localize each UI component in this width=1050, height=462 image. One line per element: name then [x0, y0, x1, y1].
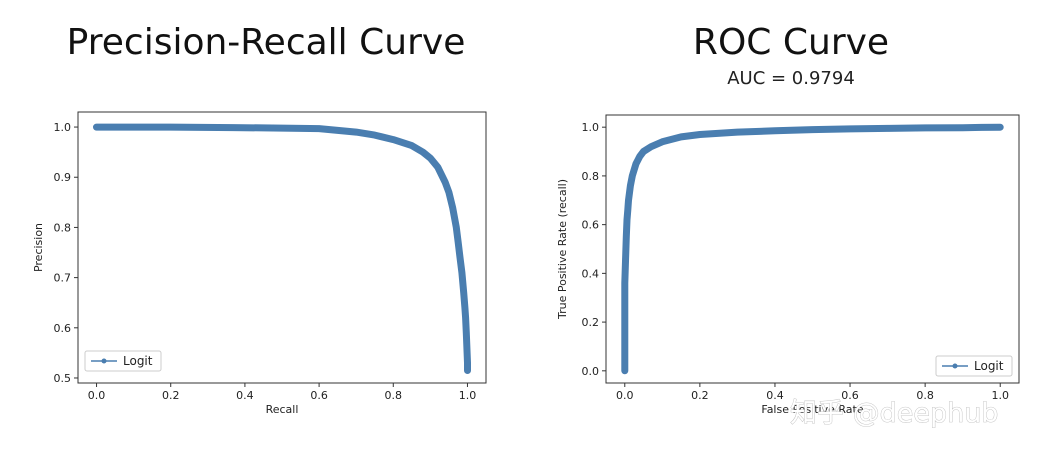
pr-data-point: [446, 189, 452, 196]
roc-x-tick-label: 0.6: [841, 389, 859, 402]
pr-data-point: [427, 155, 434, 161]
pr-x-tick-label: 0.4: [236, 389, 254, 402]
roc-data-point: [772, 128, 778, 134]
roc-data-point: [633, 160, 639, 167]
roc-data-point: [623, 234, 630, 240]
roc-y-tick-label: 0.8: [582, 170, 600, 183]
roc-data-point: [640, 148, 647, 155]
roc-data-point: [659, 139, 666, 145]
roc-y-tick-label: 0.6: [582, 219, 600, 232]
pr-data-point: [462, 314, 469, 321]
pr-data-point: [442, 179, 449, 186]
pr-data-point: [464, 350, 470, 356]
roc-data-point: [809, 126, 816, 133]
roc-x-tick-label: 0.8: [916, 389, 934, 402]
roc-y-tick-label: 0.4: [582, 267, 600, 280]
pr-data-point: [353, 129, 359, 135]
pr-y-tick-label: 0.8: [54, 221, 72, 234]
pr-series-line: [93, 123, 471, 374]
roc-data-point: [629, 173, 636, 179]
pr-x-tick-label: 0.0: [88, 389, 106, 402]
pr-data-point: [455, 239, 461, 246]
roc-data-point: [978, 124, 985, 131]
roc-series-line: [621, 123, 1004, 375]
roc-x-tick-label: 0.0: [616, 389, 634, 402]
pr-x-tick-label: 0.8: [385, 389, 403, 402]
pr-data-point: [462, 304, 468, 311]
pr-x-tick-label: 0.6: [310, 389, 328, 402]
roc-data-point: [621, 319, 628, 325]
pr-data-point: [230, 124, 237, 131]
pr-data-point: [457, 254, 463, 261]
roc-data-point: [997, 124, 1004, 130]
pr-data-point: [459, 269, 465, 276]
roc-data-point: [624, 207, 631, 213]
pr-y-tick-label: 0.5: [54, 372, 72, 385]
roc-legend-label: Logit: [974, 359, 1004, 373]
pr-data-point: [390, 136, 397, 143]
roc-data-point: [884, 125, 891, 132]
roc-data-point: [621, 326, 628, 333]
pr-data-point: [316, 125, 322, 132]
pr-data-point: [460, 289, 467, 296]
pr-plot-frame: [77, 111, 487, 384]
roc-y-tick-label: 1.0: [582, 121, 600, 134]
roc-data-point: [847, 126, 853, 132]
roc-auc-subtitle: AUC = 0.9794: [727, 68, 855, 89]
roc-data-point: [734, 129, 741, 135]
pr-y-tick-label: 0.7: [54, 272, 72, 285]
pr-y-tick-label: 0.6: [54, 322, 72, 335]
pr-y-tick-label: 0.9: [54, 171, 72, 184]
pr-data-point: [420, 149, 426, 155]
pr-legend-marker: [101, 358, 107, 364]
roc-data-point: [625, 197, 632, 204]
roc-data-point: [697, 131, 703, 138]
roc-y-tick-label: 0.0: [582, 365, 600, 378]
roc-data-point: [678, 134, 684, 140]
roc-plot-frame: [605, 114, 1020, 384]
roc-x-axis-label: False Positive Rate: [761, 403, 863, 416]
roc-data-point: [959, 124, 966, 131]
roc-data-point: [621, 368, 628, 374]
roc-legend-box: [935, 355, 1013, 377]
pr-data-point: [449, 204, 456, 211]
pr-legend-box: [84, 350, 162, 372]
pr-data-point: [371, 132, 378, 138]
roc-x-tick-label: 0.2: [691, 389, 709, 402]
pr-x-axis-label: Recall: [266, 403, 299, 416]
pr-x-tick-label: 0.2: [162, 389, 180, 402]
pr-data-point: [434, 164, 441, 171]
pr-data-point: [464, 360, 471, 366]
roc-y-tick-label: 0.2: [582, 316, 600, 329]
pr-data-point: [279, 125, 285, 131]
watermark-text: 知乎 @deephub: [790, 398, 998, 429]
pr-data-point: [453, 224, 460, 231]
roc-data-point: [627, 182, 634, 189]
pr-legend-label: Logit: [123, 354, 153, 368]
roc-data-point: [648, 143, 654, 150]
roc-x-tick-label: 0.4: [766, 389, 784, 402]
pr-x-tick-label: 1.0: [459, 389, 477, 402]
pr-chart-title: Precision-Recall Curve: [66, 22, 466, 63]
pr-data-point: [464, 367, 471, 374]
pr-y-axis-label: Precision: [32, 223, 45, 272]
pr-data-point: [463, 340, 470, 346]
pr-data-point: [463, 330, 470, 336]
roc-y-axis-label: True Positive Rate (recall): [556, 179, 569, 320]
roc-data-point: [636, 153, 643, 160]
roc-legend-marker: [952, 363, 958, 369]
pr-data-point: [93, 124, 100, 130]
roc-chart-title: ROC Curve: [692, 22, 890, 63]
roc-data-point: [922, 125, 928, 131]
roc-data-point: [624, 216, 630, 223]
pr-data-point: [409, 142, 415, 149]
pr-y-tick-label: 1.0: [54, 121, 72, 134]
roc-data-point: [622, 258, 629, 264]
pr-data-point: [167, 124, 174, 130]
roc-data-point: [621, 280, 628, 286]
roc-data-point: [621, 294, 628, 301]
roc-x-tick-label: 1.0: [991, 389, 1009, 402]
